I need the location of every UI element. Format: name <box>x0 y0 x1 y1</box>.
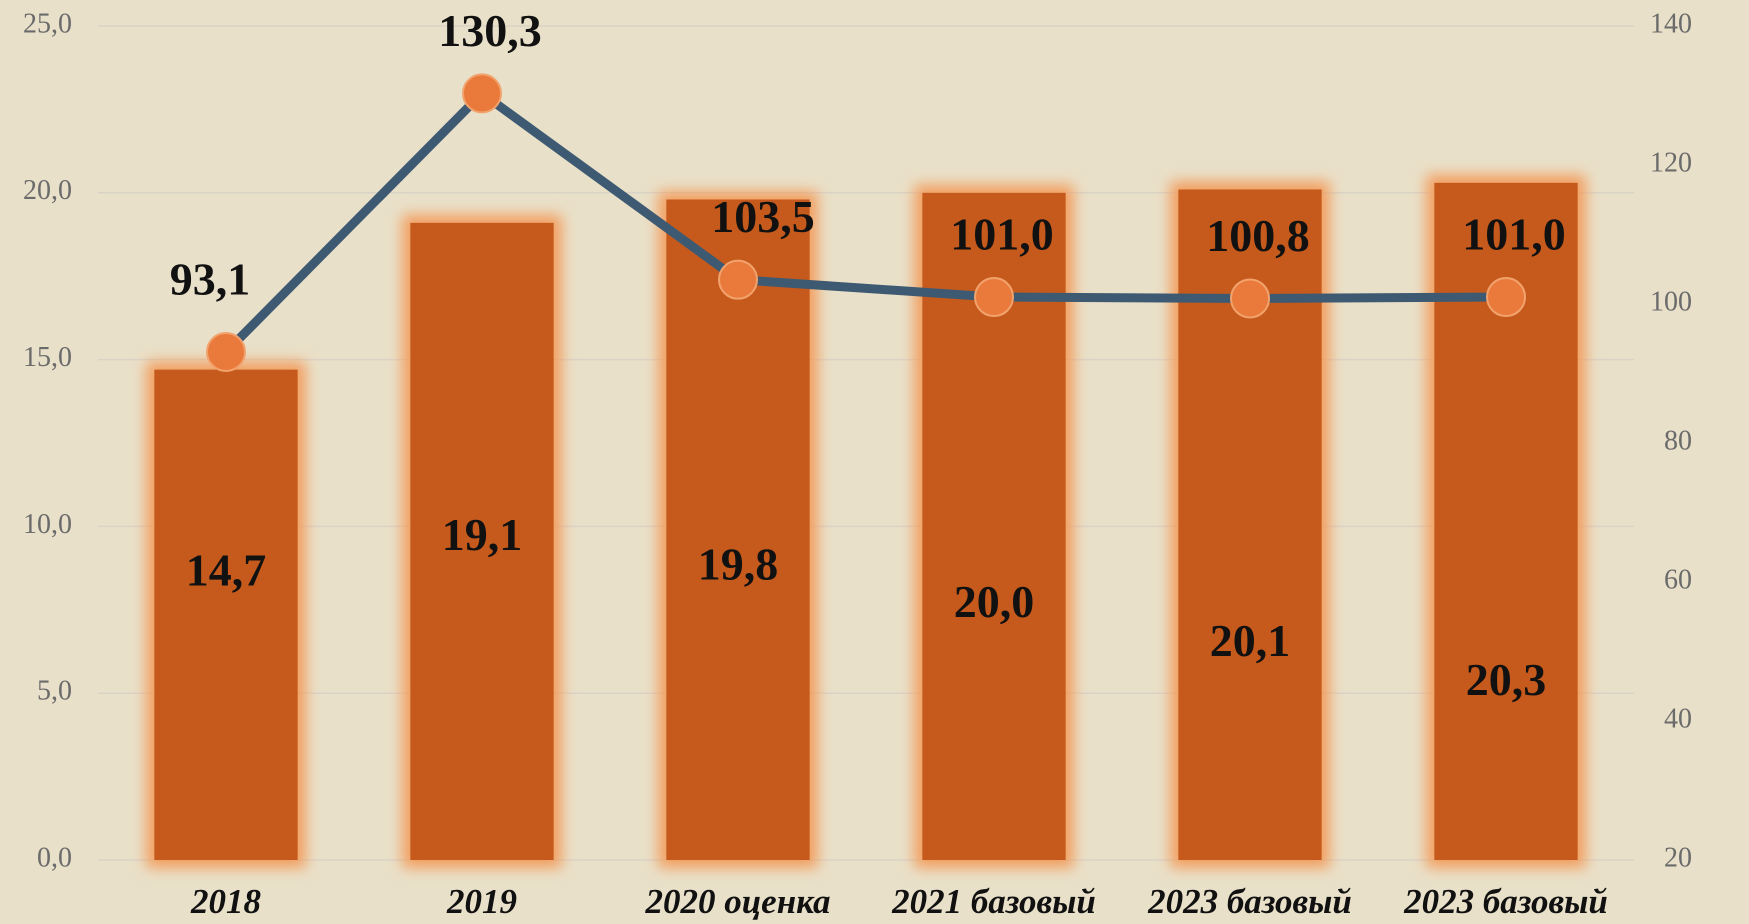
bar-label: 20,1 <box>1210 615 1291 666</box>
bar <box>410 222 554 861</box>
line-label: 101,0 <box>1462 209 1566 260</box>
y-tick-label: 15,0 <box>23 342 72 373</box>
line <box>222 88 1507 356</box>
x-tick-label: 2020 оценка <box>644 882 830 921</box>
bar <box>154 369 298 860</box>
y2-tick-label: 120 <box>1650 147 1692 178</box>
y-tick-label: 0,0 <box>37 842 72 873</box>
y2-tick-label: 60 <box>1664 564 1692 595</box>
y-tick-label: 20,0 <box>23 175 72 206</box>
x-tick-label: 2018 <box>190 882 261 921</box>
y-tick-label: 5,0 <box>37 676 72 707</box>
line-label: 101,0 <box>950 209 1054 260</box>
bar-label: 20,3 <box>1466 654 1547 705</box>
line-label: 130,3 <box>438 5 542 56</box>
line-label: 100,8 <box>1206 210 1310 261</box>
x-tick-label: 2023 базовый <box>1403 882 1608 921</box>
y2-tick-label: 80 <box>1664 425 1692 456</box>
bar-label: 20,0 <box>954 576 1035 627</box>
line-marker <box>974 277 1014 318</box>
line-marker <box>1230 278 1270 319</box>
line-marker <box>1486 277 1526 318</box>
y2-tick-label: 40 <box>1664 703 1692 734</box>
y2-tick-label: 20 <box>1664 842 1692 873</box>
x-tick-label: 2023 базовый <box>1147 882 1352 921</box>
y2-tick-label: 100 <box>1650 286 1692 317</box>
line-label: 103,5 <box>711 191 815 242</box>
x-tick-label: 2019 <box>446 882 517 921</box>
line-marker <box>462 73 502 114</box>
y2-tick-label: 140 <box>1650 8 1692 39</box>
line-marker <box>718 259 758 300</box>
line-label: 93,1 <box>170 254 251 305</box>
bar-label: 19,1 <box>442 509 523 560</box>
y-tick-label: 10,0 <box>23 509 72 540</box>
line-marker <box>206 331 246 372</box>
y-tick-label: 25,0 <box>23 8 72 39</box>
x-tick-label: 2021 базовый <box>891 882 1096 921</box>
bar <box>666 199 810 861</box>
bar-label: 19,8 <box>698 539 779 590</box>
bar-label: 14,7 <box>186 544 267 595</box>
